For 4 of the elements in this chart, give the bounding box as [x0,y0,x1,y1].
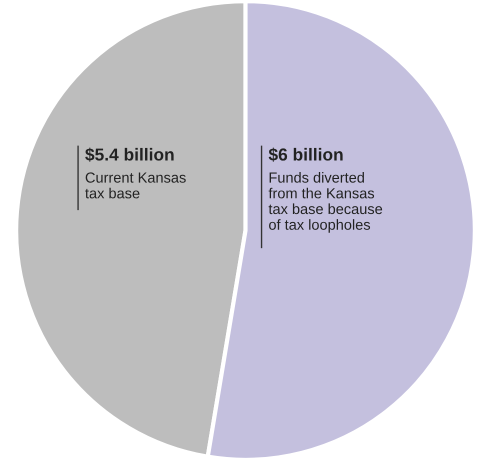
slice-label: Funds diverted from the Kansas tax base because of tax loopholes [268,172,382,233]
slice-label: Current Kansas tax base [85,172,186,198]
data-label: $6 billion [268,148,343,162]
data-label: $5.4 billion [85,148,174,162]
